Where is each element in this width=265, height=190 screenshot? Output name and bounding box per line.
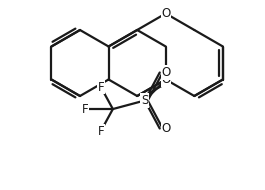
- Text: F: F: [98, 81, 104, 93]
- Text: F: F: [82, 103, 88, 116]
- Text: O: O: [161, 7, 170, 20]
- Text: O: O: [161, 122, 170, 135]
- Text: S: S: [141, 94, 148, 107]
- Text: O: O: [161, 73, 170, 86]
- Text: O: O: [161, 66, 170, 79]
- Text: F: F: [98, 124, 104, 138]
